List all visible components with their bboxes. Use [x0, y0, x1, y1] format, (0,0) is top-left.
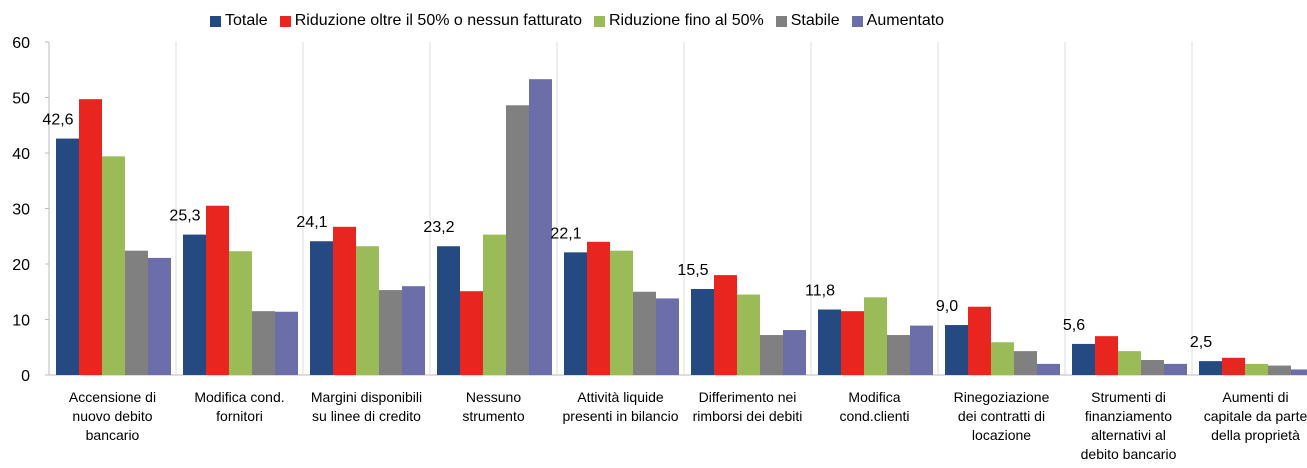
legend-swatch [279, 15, 291, 27]
bar [437, 246, 460, 375]
bar [102, 156, 125, 375]
bar [79, 99, 102, 375]
y-tick-label: 20 [12, 257, 30, 274]
data-label: 22,1 [550, 225, 581, 242]
x-tick-label: Aumenti di capitale da parte della propr… [1203, 389, 1307, 443]
bar [183, 234, 206, 375]
y-tick-label: 0 [21, 368, 30, 385]
bar [1268, 365, 1291, 375]
bar [714, 275, 737, 375]
bar [1164, 363, 1187, 375]
bar [1095, 336, 1118, 375]
bar [1245, 363, 1268, 375]
bar [460, 291, 483, 375]
bar [1141, 360, 1164, 375]
legend-label: Riduzione oltre il 50% o nessun fatturat… [294, 12, 582, 29]
x-tick-label: Modifica cond.clienti [839, 389, 910, 424]
bar [1199, 361, 1222, 375]
x-tick-label: Nessuno strumento [462, 389, 525, 424]
y-tick-label: 30 [12, 202, 30, 219]
bar [483, 234, 506, 375]
bar [910, 325, 933, 375]
data-label: 25,3 [169, 208, 200, 225]
legend-swatch [775, 15, 787, 27]
y-tick-label: 40 [12, 146, 30, 163]
data-label: 5,6 [1063, 317, 1085, 334]
bar [610, 250, 633, 375]
bar [691, 288, 714, 375]
bar [841, 311, 864, 375]
bar [125, 250, 148, 375]
bar [252, 311, 275, 375]
data-label: 9,0 [936, 298, 958, 315]
x-tick-label: Rinegoziazione dei contratti di locazion… [953, 389, 1050, 443]
bar [333, 226, 356, 375]
bar [310, 241, 333, 375]
bar [818, 309, 841, 375]
bar [587, 241, 610, 375]
bar [760, 335, 783, 375]
x-tick-label: Attività liquide presenti in bilancio [562, 389, 679, 424]
bar [945, 325, 968, 375]
bar [529, 79, 552, 375]
bar [402, 286, 425, 375]
bar [206, 205, 229, 375]
x-tick-label: Strumenti di finanziamento alternativi a… [1080, 389, 1177, 462]
data-label: 11,8 [805, 283, 835, 300]
bar [56, 138, 79, 375]
bar [887, 335, 910, 375]
bar [991, 342, 1014, 375]
y-tick-label: 60 [12, 35, 30, 52]
legend-label: Riduzione fino al 50% [608, 12, 764, 29]
bar [633, 291, 656, 375]
legend-label: Aumentato [866, 12, 945, 29]
data-label: 15,5 [677, 262, 708, 279]
legend-item: Aumentato [851, 12, 945, 30]
legend-label: Stabile [790, 12, 840, 29]
bar [1014, 351, 1037, 375]
bar [737, 294, 760, 375]
bar [1118, 351, 1141, 375]
data-label: 42,6 [42, 112, 73, 129]
bar [864, 297, 887, 375]
bar [1222, 357, 1245, 375]
legend-label: Totale [225, 12, 268, 29]
bar [783, 330, 806, 375]
bar [1037, 363, 1060, 375]
x-tick-label: Margini disponibili su linee di credito [310, 389, 423, 424]
bar [379, 290, 402, 375]
data-label: 2,5 [1190, 334, 1212, 351]
y-tick-label: 50 [12, 91, 30, 108]
legend: Totale Riduzione oltre il 50% o nessun fa… [210, 12, 944, 30]
bar [148, 257, 171, 375]
x-tick-label: Differimento nei rimborsi dei debiti [692, 389, 803, 424]
legend-item: Riduzione oltre il 50% o nessun fatturat… [279, 12, 582, 30]
data-label: 23,2 [423, 219, 454, 236]
legend-item: Riduzione fino al 50% [593, 12, 764, 30]
bar [1291, 369, 1307, 375]
bar [506, 105, 529, 376]
x-tick-label: Accensione di nuovo debito bancario [68, 389, 157, 443]
x-tick-label: Modifica cond. fornitori [194, 389, 285, 424]
data-label: 24,1 [296, 214, 327, 231]
legend-swatch [210, 15, 221, 27]
bar [968, 306, 991, 375]
bar [1072, 343, 1095, 375]
y-tick-label: 10 [12, 313, 30, 330]
bar [564, 252, 587, 375]
bar [229, 251, 252, 375]
bar [356, 246, 379, 375]
legend-swatch [593, 15, 605, 27]
legend-swatch [851, 15, 863, 27]
bar [656, 298, 679, 375]
legend-item: Stabile [775, 12, 840, 30]
legend-item: Totale [210, 12, 268, 30]
bar [275, 311, 298, 375]
